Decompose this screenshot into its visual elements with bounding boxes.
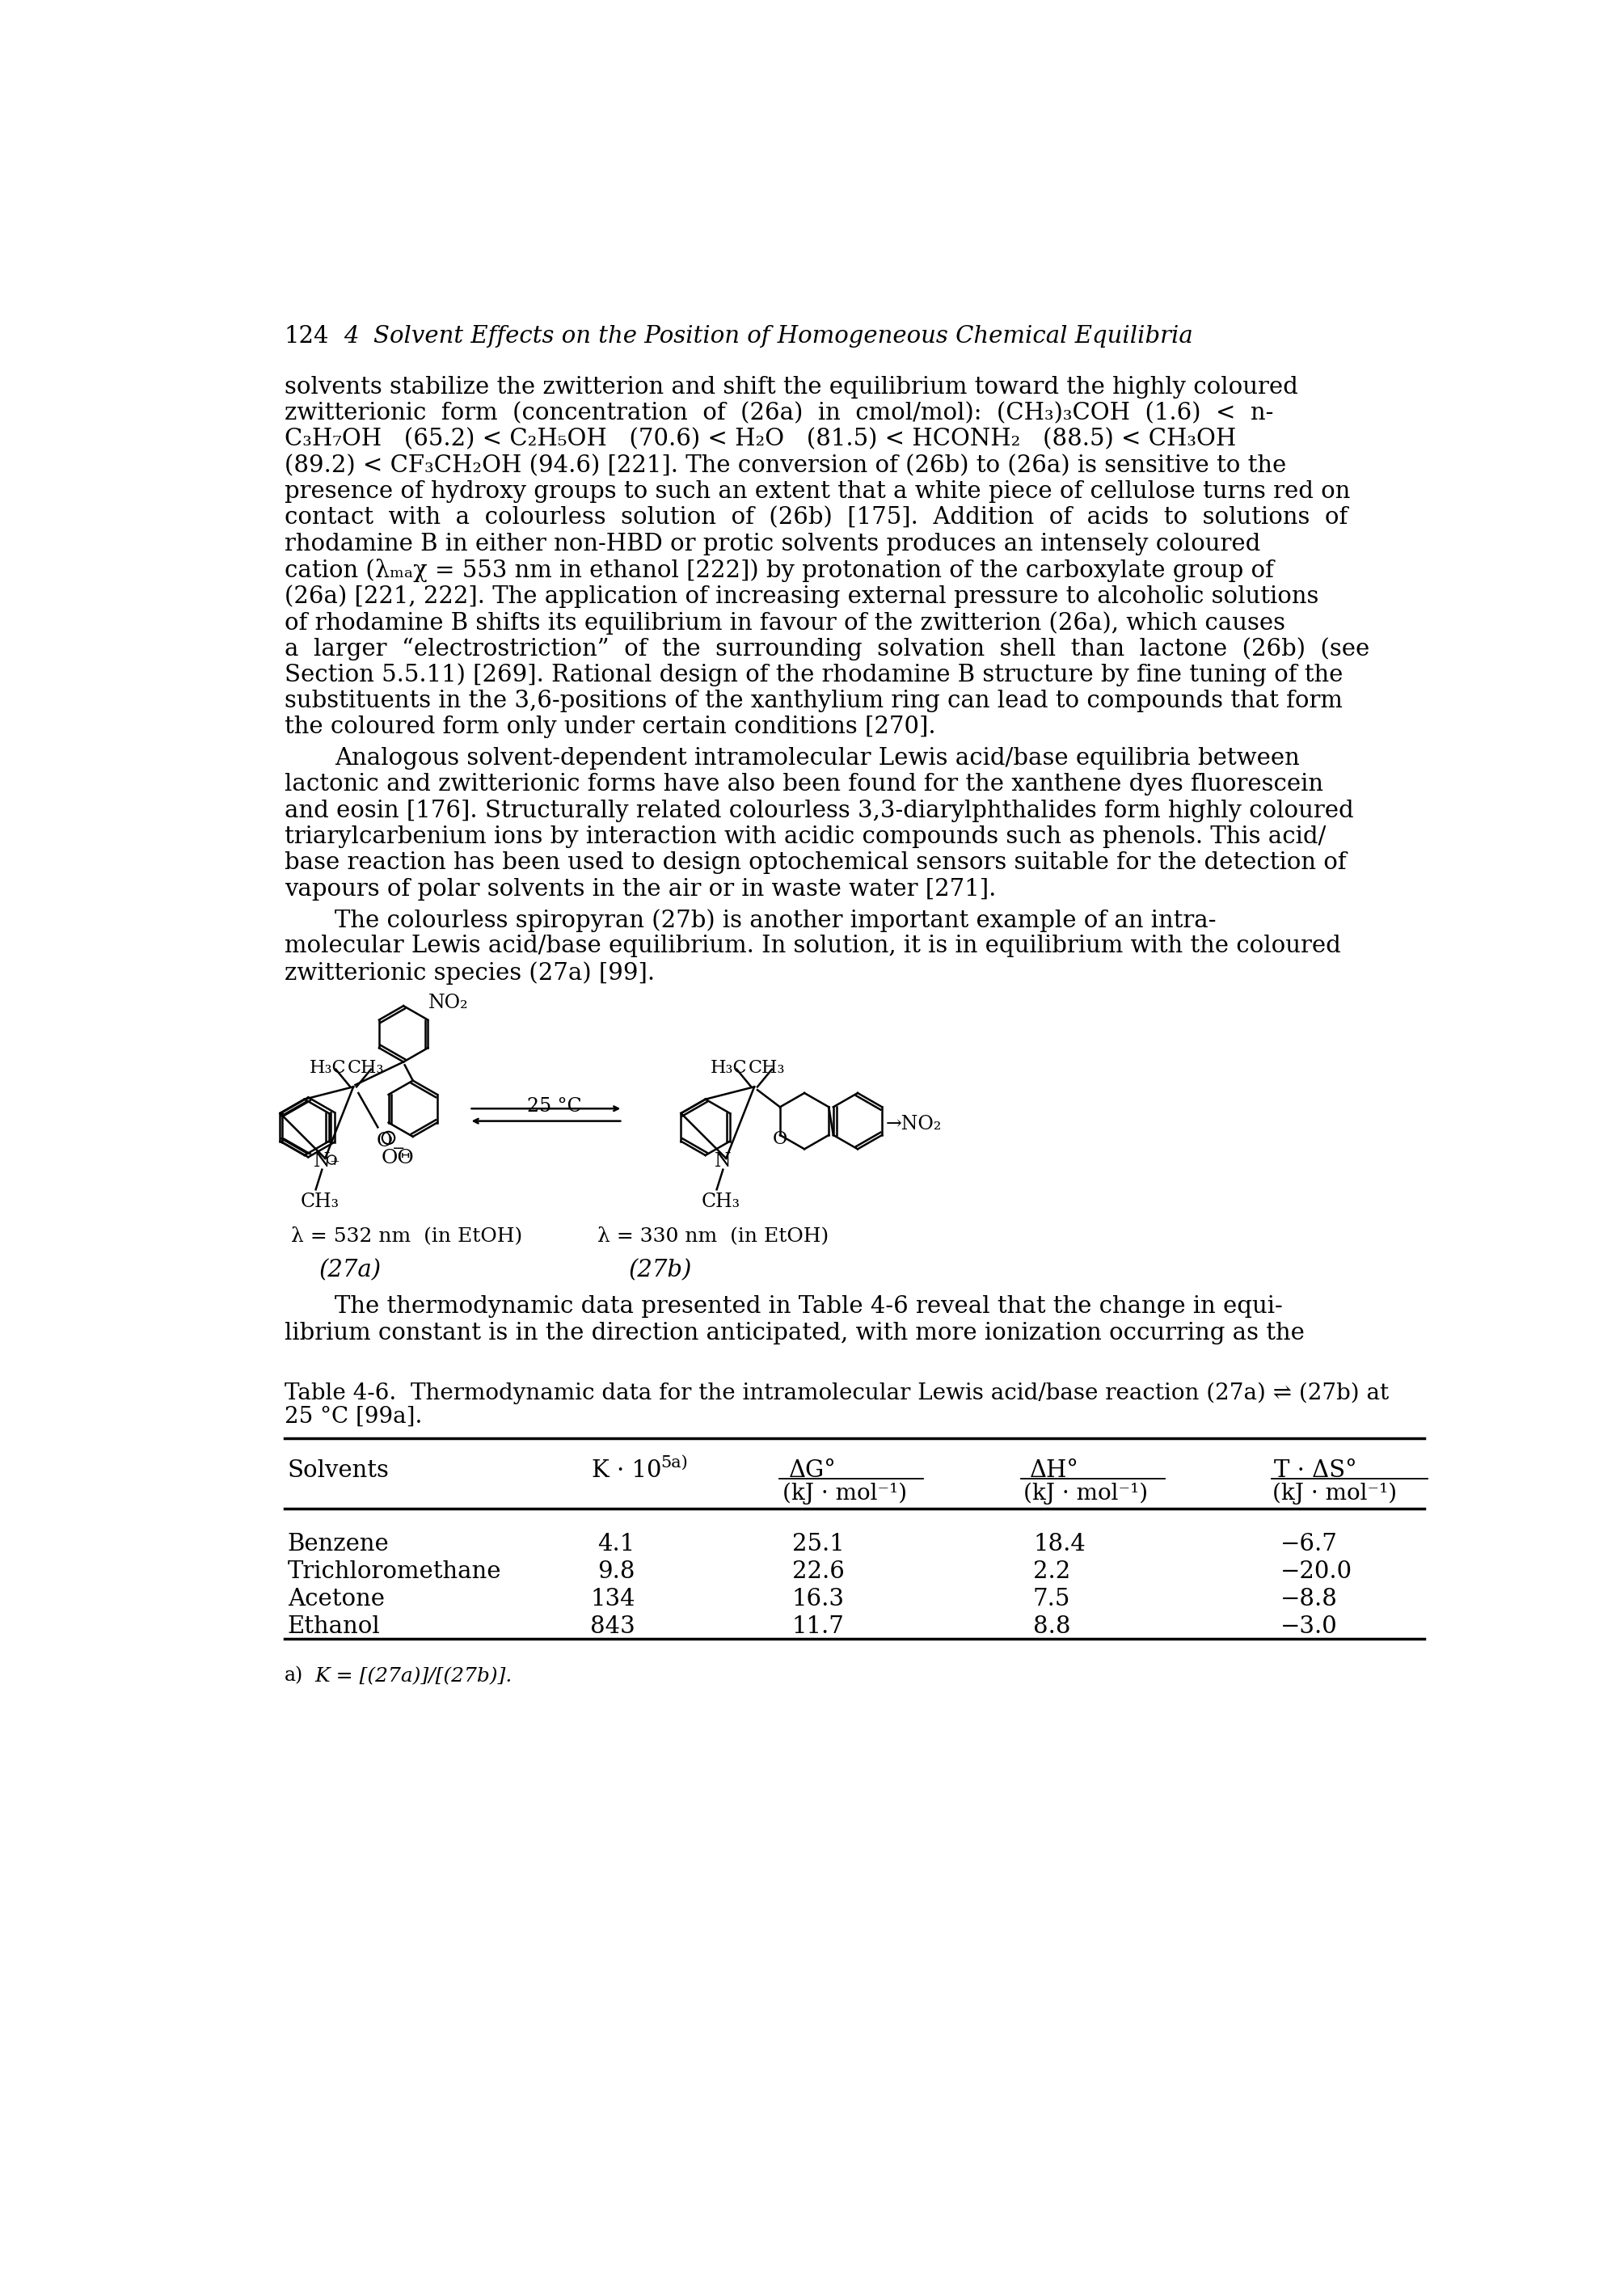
Text: (89.2) < CF₃CH₂OH (94.6) [221]. The conversion of (26b) to (26a) is sensitive to: (89.2) < CF₃CH₂OH (94.6) [221]. The conv… <box>284 454 1286 477</box>
Text: T · ΔS°: T · ΔS° <box>1275 1460 1358 1481</box>
Text: Ethanol: Ethanol <box>287 1616 380 1639</box>
Text: the coloured form only under certain conditions [270].: the coloured form only under certain con… <box>284 715 935 738</box>
Text: and eosin [176]. Structurally related colourless 3,3-diarylphthalides form highl: and eosin [176]. Structurally related co… <box>284 800 1353 823</box>
Text: 5a): 5a) <box>661 1455 687 1471</box>
Text: λ = 532 nm  (in EtOH): λ = 532 nm (in EtOH) <box>291 1226 521 1245</box>
Text: (26a) [221, 222]. The application of increasing external pressure to alcoholic s: (26a) [221, 222]. The application of inc… <box>284 584 1319 607</box>
Text: Analogous solvent-dependent intramolecular Lewis acid/base equilibria between: Analogous solvent-dependent intramolecul… <box>335 747 1299 770</box>
Text: of rhodamine B shifts its equilibrium in favour of the zwitterion (26a), which c: of rhodamine B shifts its equilibrium in… <box>284 612 1285 635</box>
Text: −3.0: −3.0 <box>1281 1616 1338 1639</box>
Text: triarylcarbenium ions by interaction with acidic compounds such as phenols. This: triarylcarbenium ions by interaction wit… <box>284 825 1325 848</box>
Text: librium constant is in the direction anticipated, with more ionization occurring: librium constant is in the direction ant… <box>284 1322 1304 1343</box>
Text: 18.4: 18.4 <box>1033 1533 1085 1556</box>
Text: (27a): (27a) <box>318 1258 382 1281</box>
Text: lactonic and zwitterionic forms have also been found for the xanthene dyes fluor: lactonic and zwitterionic forms have als… <box>284 772 1324 795</box>
Text: ΔH°: ΔH° <box>1030 1460 1080 1481</box>
Text: 843: 843 <box>590 1616 635 1639</box>
Text: substituents in the 3,6-positions of the xanthylium ring can lead to compounds t: substituents in the 3,6-positions of the… <box>284 690 1343 713</box>
Text: CH₃: CH₃ <box>300 1192 339 1210</box>
Text: 7.5: 7.5 <box>1033 1588 1070 1611</box>
Text: 2.2: 2.2 <box>1033 1561 1070 1584</box>
Text: solvents stabilize the zwitterion and shift the equilibrium toward the highly co: solvents stabilize the zwitterion and sh… <box>284 376 1298 399</box>
Text: a): a) <box>284 1666 304 1685</box>
Text: NO₂: NO₂ <box>429 992 469 1013</box>
Text: zwitterionic species (27a) [99].: zwitterionic species (27a) [99]. <box>284 960 654 983</box>
Text: K · 10: K · 10 <box>591 1460 661 1481</box>
Text: H₃C: H₃C <box>710 1059 747 1077</box>
Text: Solvents: Solvents <box>287 1460 390 1481</box>
Text: a  larger  “electrostriction”  of  the  surrounding  solvation  shell  than  lac: a larger “electrostriction” of the surro… <box>284 637 1369 660</box>
Text: The colourless spiropyran (27b) is another important example of an intra-: The colourless spiropyran (27b) is anoth… <box>335 908 1216 933</box>
Text: 4.1: 4.1 <box>598 1533 635 1556</box>
Text: ΔG°: ΔG° <box>789 1460 836 1481</box>
Text: N: N <box>715 1153 731 1171</box>
Text: 8.8: 8.8 <box>1033 1616 1070 1639</box>
Text: −8.8: −8.8 <box>1281 1588 1338 1611</box>
Text: 25.1: 25.1 <box>793 1533 844 1556</box>
Text: (kJ · mol⁻¹): (kJ · mol⁻¹) <box>1272 1483 1397 1506</box>
Text: K = [(27a)]/[(27b)].: K = [(27a)]/[(27b)]. <box>315 1669 512 1687</box>
Text: vapours of polar solvents in the air or in waste water [271].: vapours of polar solvents in the air or … <box>284 878 996 901</box>
Text: Table 4-6.  Thermodynamic data for the intramolecular Lewis acid/base reaction (: Table 4-6. Thermodynamic data for the in… <box>284 1382 1389 1405</box>
Text: N: N <box>313 1153 331 1171</box>
Text: CH₃: CH₃ <box>348 1059 383 1077</box>
Text: OΘ: OΘ <box>382 1148 414 1167</box>
Text: base reaction has been used to design optochemical sensors suitable for the dete: base reaction has been used to design op… <box>284 853 1346 873</box>
Text: (kJ · mol⁻¹): (kJ · mol⁻¹) <box>783 1483 908 1506</box>
Text: contact  with  a  colourless  solution  of  (26b)  [175].  Addition  of  acids  : contact with a colourless solution of (2… <box>284 507 1348 529</box>
Text: λ = 330 nm  (in EtOH): λ = 330 nm (in EtOH) <box>598 1226 830 1245</box>
Text: C₃H₇OH   (65.2) < C₂H₅OH   (70.6) < H₂O   (81.5) < HCONH₂   (88.5) < CH₃OH: C₃H₇OH (65.2) < C₂H₅OH (70.6) < H₂O (81.… <box>284 429 1236 452</box>
Text: The thermodynamic data presented in Table 4-6 reveal that the change in equi-: The thermodynamic data presented in Tabl… <box>335 1295 1283 1318</box>
Text: O: O <box>773 1130 788 1148</box>
Text: −: − <box>393 1141 406 1155</box>
Text: H₃C: H₃C <box>310 1059 346 1077</box>
Text: →NO₂: →NO₂ <box>885 1114 942 1135</box>
Text: presence of hydroxy groups to such an extent that a white piece of cellulose tur: presence of hydroxy groups to such an ex… <box>284 481 1350 504</box>
Text: zwitterionic  form  (concentration  of  (26a)  in  cmol/mol):  (CH₃)₃COH  (1.6) : zwitterionic form (concentration of (26a… <box>284 401 1273 424</box>
Text: rhodamine B in either non-HBD or protic solvents produces an intensely coloured: rhodamine B in either non-HBD or protic … <box>284 532 1260 555</box>
Text: (27b): (27b) <box>628 1258 692 1281</box>
Text: molecular Lewis acid/base equilibrium. In solution, it is in equilibrium with th: molecular Lewis acid/base equilibrium. I… <box>284 935 1341 958</box>
Text: 11.7: 11.7 <box>793 1616 844 1639</box>
Text: Acetone: Acetone <box>287 1588 385 1611</box>
Text: cation (λₘₐχ = 553 nm in ethanol [222]) by protonation of the carboxylate group : cation (λₘₐχ = 553 nm in ethanol [222]) … <box>284 559 1273 582</box>
Text: 25 °C [99a].: 25 °C [99a]. <box>284 1405 422 1428</box>
Text: −6.7: −6.7 <box>1281 1533 1338 1556</box>
Text: CH₃: CH₃ <box>702 1192 741 1210</box>
Text: 4  Solvent Effects on the Position of Homogeneous Chemical Equilibria: 4 Solvent Effects on the Position of Hom… <box>344 325 1194 348</box>
Text: 134: 134 <box>590 1588 635 1611</box>
Text: 25 °C: 25 °C <box>526 1098 581 1116</box>
Text: 124: 124 <box>284 325 330 348</box>
Text: 16.3: 16.3 <box>793 1588 844 1611</box>
Text: 22.6: 22.6 <box>793 1561 844 1584</box>
Text: O: O <box>377 1132 393 1151</box>
Text: (kJ · mol⁻¹): (kJ · mol⁻¹) <box>1023 1483 1148 1506</box>
Text: Benzene: Benzene <box>287 1533 390 1556</box>
Text: −20.0: −20.0 <box>1281 1561 1353 1584</box>
Text: +: + <box>330 1155 339 1167</box>
Text: Section 5.5.11) [269]. Rational design of the rhodamine B structure by fine tuni: Section 5.5.11) [269]. Rational design o… <box>284 662 1343 688</box>
Text: Trichloromethane: Trichloromethane <box>287 1561 502 1584</box>
Text: 9.8: 9.8 <box>598 1561 635 1584</box>
Text: CH₃: CH₃ <box>749 1059 784 1077</box>
